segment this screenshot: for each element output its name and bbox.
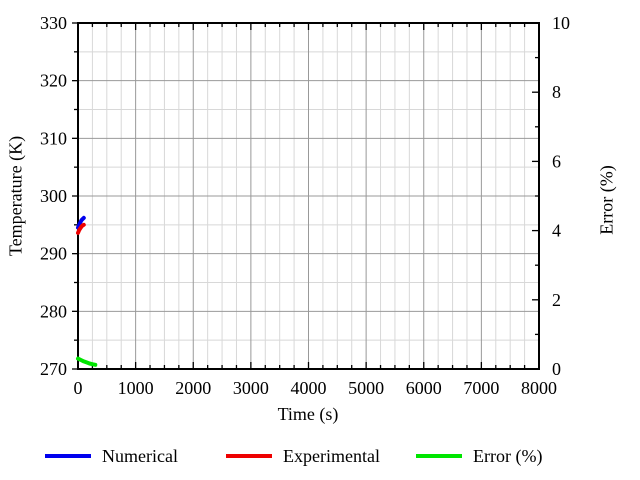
svg-text:8: 8 (552, 82, 561, 102)
svg-text:0: 0 (552, 359, 561, 379)
series-experimental (76, 222, 86, 235)
series-error (76, 356, 98, 367)
svg-text:300: 300 (40, 186, 67, 206)
error-line-swatch (416, 454, 462, 458)
y-axis-label-left: Temperature (K) (5, 135, 26, 257)
svg-text:270: 270 (40, 359, 67, 379)
svg-text:4: 4 (552, 221, 561, 241)
legend-item-numerical: Numerical (45, 443, 178, 469)
x-tick-labels: 0 1000 2000 3000 4000 5000 6000 7000 8000 (74, 378, 558, 398)
svg-text:0: 0 (74, 378, 83, 398)
svg-text:310: 310 (40, 128, 67, 148)
svg-text:5000: 5000 (348, 378, 384, 398)
svg-text:8000: 8000 (521, 378, 557, 398)
y-left-tick-labels: 270 280 290 300 310 320 330 (40, 13, 67, 379)
svg-text:320: 320 (40, 71, 67, 91)
experimental-line-swatch (226, 454, 272, 458)
major-gridlines (77, 22, 540, 370)
series-numerical (76, 215, 86, 230)
legend-label: Error (%) (473, 446, 543, 466)
svg-text:2000: 2000 (175, 378, 211, 398)
legend-label: Numerical (102, 446, 178, 466)
svg-text:330: 330 (40, 13, 67, 33)
legend-item-experimental: Experimental (226, 443, 380, 469)
legend: Numerical Experimental Error (%) (0, 443, 640, 473)
numerical-line-swatch (45, 454, 91, 458)
legend-label: Experimental (283, 446, 380, 466)
svg-text:290: 290 (40, 244, 67, 264)
x-axis-label: Time (s) (277, 404, 339, 424)
svg-text:280: 280 (40, 301, 67, 321)
svg-text:4000: 4000 (291, 378, 327, 398)
y-axis-label-right: Error (%) (596, 165, 617, 235)
svg-text:10: 10 (552, 13, 570, 33)
svg-text:7000: 7000 (463, 378, 499, 398)
svg-text:1000: 1000 (118, 378, 154, 398)
y-right-tick-labels: 0 2 4 6 8 10 (552, 13, 570, 379)
svg-text:2: 2 (552, 290, 561, 310)
svg-text:6000: 6000 (406, 378, 442, 398)
svg-text:6: 6 (552, 151, 561, 171)
svg-text:3000: 3000 (233, 378, 269, 398)
legend-item-error: Error (%) (416, 443, 542, 469)
